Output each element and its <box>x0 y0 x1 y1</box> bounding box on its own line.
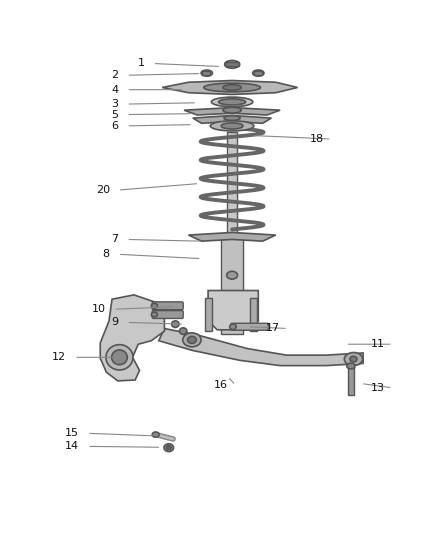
Bar <box>348 367 354 395</box>
Text: 4: 4 <box>111 85 119 95</box>
Text: 8: 8 <box>103 249 110 259</box>
Polygon shape <box>100 295 164 381</box>
Bar <box>227 132 237 241</box>
Text: 3: 3 <box>112 99 119 109</box>
Ellipse shape <box>224 116 240 120</box>
Ellipse shape <box>172 321 179 327</box>
Polygon shape <box>184 108 280 115</box>
Ellipse shape <box>230 324 236 329</box>
Bar <box>202 71 210 75</box>
Ellipse shape <box>106 345 133 370</box>
Ellipse shape <box>223 107 241 113</box>
Bar <box>254 71 262 75</box>
Ellipse shape <box>350 356 357 362</box>
Ellipse shape <box>212 97 253 107</box>
Text: 1: 1 <box>138 59 145 68</box>
Text: 12: 12 <box>52 352 66 362</box>
FancyBboxPatch shape <box>152 311 183 318</box>
Text: 2: 2 <box>111 70 119 80</box>
FancyBboxPatch shape <box>152 302 183 310</box>
Bar <box>251 298 258 331</box>
Ellipse shape <box>112 350 127 365</box>
Text: 11: 11 <box>371 339 385 349</box>
Ellipse shape <box>253 70 264 76</box>
Ellipse shape <box>347 363 355 369</box>
Ellipse shape <box>183 333 201 347</box>
Ellipse shape <box>151 312 157 317</box>
Text: 5: 5 <box>112 110 119 119</box>
FancyBboxPatch shape <box>231 323 268 330</box>
Polygon shape <box>193 116 272 123</box>
Polygon shape <box>162 80 297 94</box>
Ellipse shape <box>166 446 171 450</box>
Bar <box>225 62 239 66</box>
Ellipse shape <box>221 123 243 129</box>
Ellipse shape <box>204 83 261 92</box>
Bar <box>221 238 244 334</box>
Ellipse shape <box>210 121 254 131</box>
Text: 16: 16 <box>214 380 228 390</box>
Ellipse shape <box>344 352 363 366</box>
Text: 13: 13 <box>371 383 385 393</box>
Ellipse shape <box>152 432 159 437</box>
Text: 6: 6 <box>112 121 119 131</box>
Ellipse shape <box>223 85 241 90</box>
Polygon shape <box>208 290 258 330</box>
Ellipse shape <box>180 328 187 334</box>
Text: 18: 18 <box>310 134 324 144</box>
Ellipse shape <box>187 336 196 343</box>
Text: 14: 14 <box>65 441 79 451</box>
Ellipse shape <box>201 70 212 76</box>
Ellipse shape <box>164 444 173 451</box>
Text: 20: 20 <box>96 185 110 195</box>
Ellipse shape <box>151 303 157 308</box>
Polygon shape <box>159 328 363 366</box>
Ellipse shape <box>226 271 237 279</box>
Text: 15: 15 <box>65 429 79 438</box>
Polygon shape <box>188 232 276 241</box>
Text: 9: 9 <box>111 317 119 327</box>
Text: 10: 10 <box>92 304 106 314</box>
Text: 17: 17 <box>266 324 280 334</box>
Bar <box>205 298 212 331</box>
Ellipse shape <box>225 60 240 68</box>
Ellipse shape <box>219 99 246 105</box>
Text: 7: 7 <box>111 235 119 245</box>
